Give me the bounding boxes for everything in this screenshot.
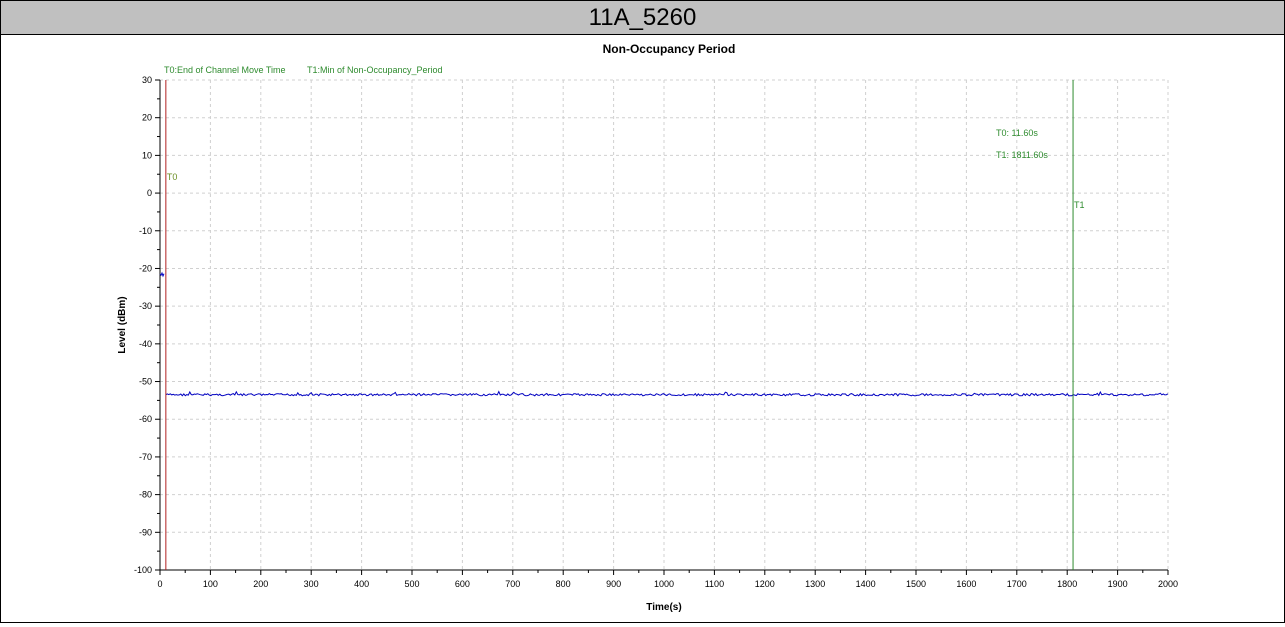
x-tick-label: 900 <box>606 579 621 589</box>
x-tick-label: 800 <box>556 579 571 589</box>
y-tick-label: -90 <box>139 527 152 537</box>
x-tick-label: 1100 <box>705 579 724 589</box>
x-tick-label: 0 <box>157 579 162 589</box>
y-tick-label: -60 <box>139 414 152 424</box>
marker-annotation: T0: 11.60s <box>996 128 1038 138</box>
legend-entry: T1:Min of Non-Occupancy_Period <box>307 65 443 75</box>
series-line-segment <box>165 390 1169 397</box>
y-axis-label: Level (dBm) <box>117 296 128 353</box>
chart-svg: Non-Occupancy Period T0:End of Channel Mo… <box>117 42 1178 613</box>
series-line-segment <box>159 271 165 278</box>
y-tick-label: -40 <box>139 339 152 349</box>
x-tick-label: 200 <box>253 579 268 589</box>
y-tick-label: -70 <box>139 452 152 462</box>
y-tick-label: 30 <box>142 75 152 85</box>
y-tick-label: -20 <box>139 263 152 273</box>
x-tick-label: 1800 <box>1057 579 1077 589</box>
x-tick-label: 1000 <box>654 579 674 589</box>
x-axis-label: Time(s) <box>646 602 681 613</box>
x-tick-label: 1600 <box>956 579 976 589</box>
chart-title: Non-Occupancy Period <box>603 42 736 56</box>
marker-label-t1: T1 <box>1074 200 1085 210</box>
x-tick-label: 1200 <box>755 579 775 589</box>
y-tick-label: -100 <box>134 565 152 575</box>
x-tick-label: 1700 <box>1007 579 1027 589</box>
x-tick-label: 1900 <box>1108 579 1128 589</box>
x-tick-label: 300 <box>304 579 319 589</box>
y-tick-label: -50 <box>139 377 152 387</box>
window-title: 11A_5260 <box>1 1 1284 35</box>
y-tick-label: -80 <box>139 490 152 500</box>
plot-area: Non-Occupancy Period T0:End of Channel Mo… <box>109 37 1179 622</box>
y-tick-label: 10 <box>142 150 152 160</box>
x-tick-label: 2000 <box>1158 579 1178 589</box>
y-tick-label: 20 <box>142 113 152 123</box>
x-tick-label: 1500 <box>906 579 926 589</box>
marker-label-t0: T0 <box>167 172 178 182</box>
x-tick-label: 1300 <box>805 579 825 589</box>
x-tick-label: 100 <box>203 579 218 589</box>
x-tick-label: 400 <box>354 579 369 589</box>
y-tick-label: 0 <box>147 188 152 198</box>
legend-entry: T0:End of Channel Move Time <box>164 65 286 75</box>
marker-annotation: T1: 1811.60s <box>996 150 1048 160</box>
y-tick-label: -30 <box>139 301 152 311</box>
y-tick-label: -10 <box>139 226 152 236</box>
x-tick-label: 1400 <box>856 579 876 589</box>
x-tick-label: 500 <box>404 579 419 589</box>
x-tick-label: 700 <box>505 579 520 589</box>
x-tick-label: 600 <box>455 579 470 589</box>
